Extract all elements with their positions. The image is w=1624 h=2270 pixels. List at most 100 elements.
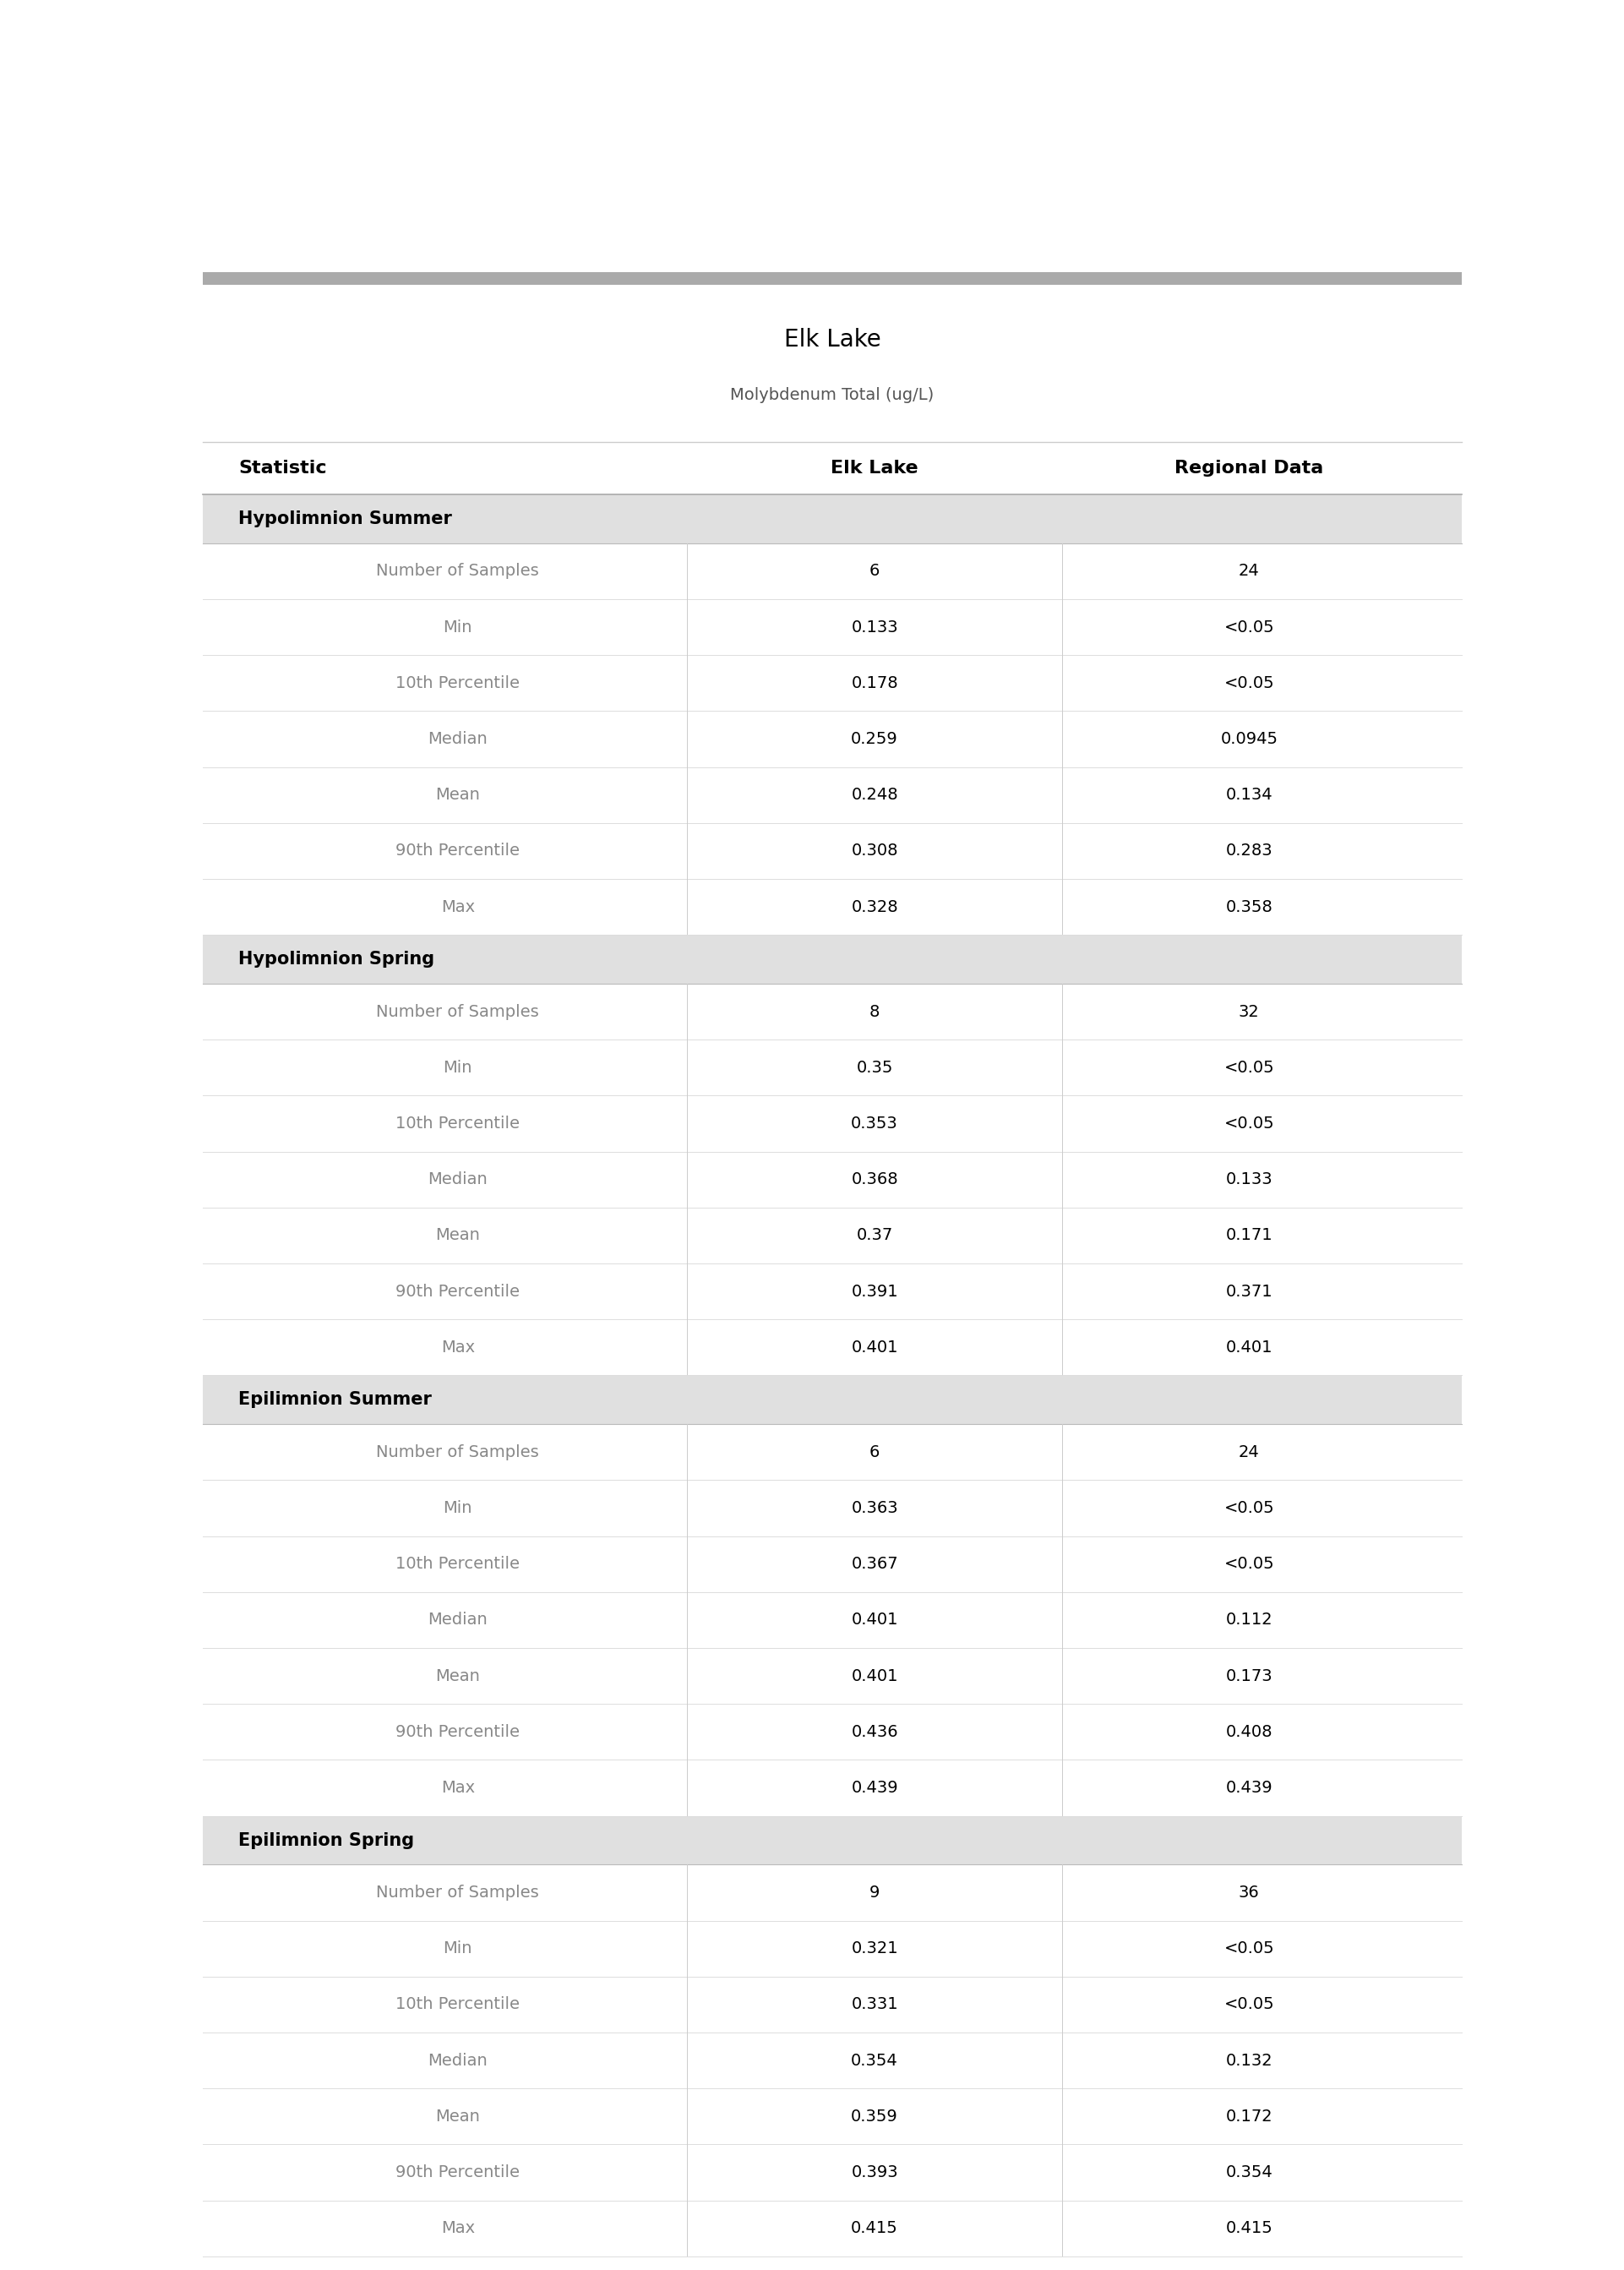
Text: 24: 24 <box>1239 1444 1260 1460</box>
Text: 10th Percentile: 10th Percentile <box>396 1998 520 2013</box>
Text: Number of Samples: Number of Samples <box>377 1444 539 1460</box>
Bar <box>203 1977 1462 2032</box>
Text: 90th Percentile: 90th Percentile <box>396 842 520 858</box>
Bar <box>203 2200 1462 2256</box>
Text: 0.391: 0.391 <box>851 1283 898 1298</box>
Text: 24: 24 <box>1239 563 1260 579</box>
Text: 6: 6 <box>869 563 880 579</box>
Text: Max: Max <box>440 899 474 915</box>
Bar <box>203 1705 1462 1759</box>
Text: Min: Min <box>443 1941 473 1957</box>
Text: 0.354: 0.354 <box>1226 2163 1273 2181</box>
Text: Max: Max <box>440 1780 474 1796</box>
Bar <box>203 2145 1462 2200</box>
Text: Min: Min <box>443 1060 473 1076</box>
Bar <box>203 443 1462 495</box>
Bar <box>203 824 1462 878</box>
Text: 0.359: 0.359 <box>851 2109 898 2125</box>
Text: 0.259: 0.259 <box>851 731 898 747</box>
Bar <box>203 1040 1462 1096</box>
Text: <0.05: <0.05 <box>1224 1941 1275 1957</box>
Text: 0.401: 0.401 <box>851 1339 898 1355</box>
Text: 0.171: 0.171 <box>1226 1228 1273 1244</box>
Text: Hypolimnion Spring: Hypolimnion Spring <box>239 951 434 967</box>
Text: 10th Percentile: 10th Percentile <box>396 1555 520 1573</box>
Bar <box>203 1319 1462 1376</box>
Bar <box>203 1591 1462 1648</box>
Text: 0.408: 0.408 <box>1226 1723 1273 1739</box>
Bar <box>203 599 1462 656</box>
Text: 0.132: 0.132 <box>1226 2052 1273 2068</box>
Text: 0.35: 0.35 <box>856 1060 893 1076</box>
Text: 0.283: 0.283 <box>1226 842 1273 858</box>
Text: Max: Max <box>440 2220 474 2236</box>
Text: 0.415: 0.415 <box>1226 2220 1273 2236</box>
Text: Number of Samples: Number of Samples <box>377 563 539 579</box>
Bar <box>203 543 1462 599</box>
Text: Molybdenum Total (ug/L): Molybdenum Total (ug/L) <box>731 386 934 402</box>
Text: 0.133: 0.133 <box>1226 1171 1273 1187</box>
Text: <0.05: <0.05 <box>1224 1500 1275 1516</box>
Bar <box>203 1423 1462 1480</box>
Text: Median: Median <box>427 1171 487 1187</box>
Text: 0.436: 0.436 <box>851 1723 898 1739</box>
Text: 0.415: 0.415 <box>851 2220 898 2236</box>
Bar <box>203 711 1462 767</box>
Text: 0.368: 0.368 <box>851 1171 898 1187</box>
Text: Median: Median <box>427 731 487 747</box>
Bar <box>203 272 1462 284</box>
Text: 0.173: 0.173 <box>1226 1668 1273 1684</box>
Text: 32: 32 <box>1239 1003 1260 1019</box>
Text: 0.401: 0.401 <box>851 1612 898 1628</box>
Text: 0.354: 0.354 <box>851 2052 898 2068</box>
Text: Statistic: Statistic <box>239 461 326 477</box>
Text: 0.401: 0.401 <box>851 1668 898 1684</box>
Text: <0.05: <0.05 <box>1224 674 1275 690</box>
Text: 0.133: 0.133 <box>851 620 898 636</box>
Text: Min: Min <box>443 1500 473 1516</box>
Text: 90th Percentile: 90th Percentile <box>396 1283 520 1298</box>
Text: 36: 36 <box>1239 1884 1260 1900</box>
Text: Mean: Mean <box>435 788 481 804</box>
Text: 0.358: 0.358 <box>1226 899 1273 915</box>
Text: 0.37: 0.37 <box>856 1228 893 1244</box>
Bar <box>203 2088 1462 2145</box>
Text: Mean: Mean <box>435 1668 481 1684</box>
Text: Regional Data: Regional Data <box>1174 461 1324 477</box>
Text: Max: Max <box>440 1339 474 1355</box>
Text: 10th Percentile: 10th Percentile <box>396 674 520 690</box>
Bar <box>203 1816 1462 1864</box>
Bar <box>203 1480 1462 1537</box>
Text: 0.353: 0.353 <box>851 1115 898 1133</box>
Text: 0.439: 0.439 <box>851 1780 898 1796</box>
Bar <box>203 1208 1462 1264</box>
Text: 0.393: 0.393 <box>851 2163 898 2181</box>
Text: Epilimnion Summer: Epilimnion Summer <box>239 1392 432 1407</box>
Text: 90th Percentile: 90th Percentile <box>396 2163 520 2181</box>
Text: Median: Median <box>427 1612 487 1628</box>
Text: Mean: Mean <box>435 2109 481 2125</box>
Text: 0.331: 0.331 <box>851 1998 898 2013</box>
Text: 10th Percentile: 10th Percentile <box>396 1115 520 1133</box>
Bar <box>203 1264 1462 1319</box>
Bar <box>203 1151 1462 1208</box>
Text: <0.05: <0.05 <box>1224 1998 1275 2013</box>
Text: 0.178: 0.178 <box>851 674 898 690</box>
Text: 0.371: 0.371 <box>1226 1283 1273 1298</box>
Text: Mean: Mean <box>435 1228 481 1244</box>
Text: <0.05: <0.05 <box>1224 620 1275 636</box>
Text: 0.248: 0.248 <box>851 788 898 804</box>
Text: 0.134: 0.134 <box>1226 788 1273 804</box>
Text: Median: Median <box>427 2052 487 2068</box>
Bar <box>203 878 1462 935</box>
Text: Epilimnion Spring: Epilimnion Spring <box>239 1832 414 1848</box>
Text: 0.401: 0.401 <box>1226 1339 1273 1355</box>
Text: Min: Min <box>443 620 473 636</box>
Text: <0.05: <0.05 <box>1224 1555 1275 1573</box>
Text: Elk Lake: Elk Lake <box>784 327 880 352</box>
Bar <box>203 767 1462 824</box>
Bar <box>203 1759 1462 1816</box>
Bar <box>203 935 1462 983</box>
Bar <box>203 495 1462 543</box>
Bar <box>203 1376 1462 1423</box>
